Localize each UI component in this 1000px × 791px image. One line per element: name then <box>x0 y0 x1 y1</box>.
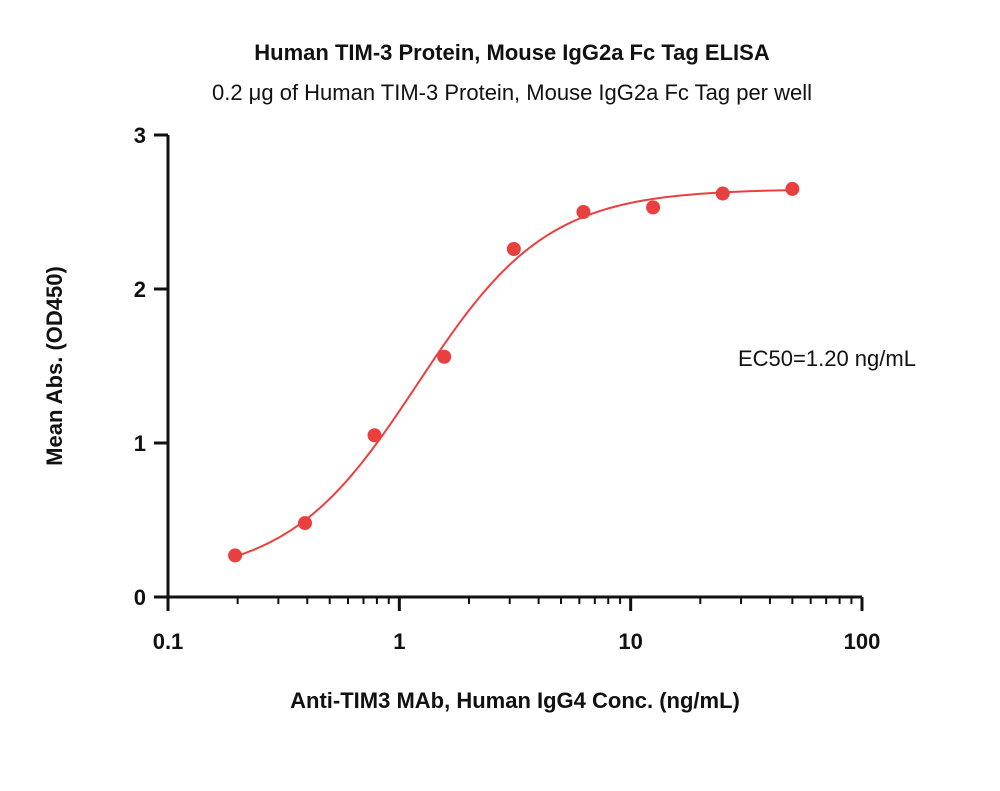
data-points <box>228 181 800 563</box>
x-tick-label: 0.1 <box>153 629 184 654</box>
axes <box>166 135 862 599</box>
data-point <box>367 428 382 443</box>
chart-title: Human TIM-3 Protein, Mouse IgG2a Fc Tag … <box>254 40 770 65</box>
data-point <box>785 181 800 196</box>
data-point <box>228 548 243 563</box>
y-ticks: 0 1 2 3 <box>134 123 168 610</box>
fit-curve <box>234 189 793 558</box>
y-tick-label: 1 <box>134 431 146 456</box>
y-tick-label: 3 <box>134 123 146 148</box>
data-point <box>576 205 591 219</box>
data-point <box>646 200 661 215</box>
data-point <box>506 241 521 256</box>
x-tick-label: 1 <box>393 629 405 654</box>
x-axis-label: Anti-TIM3 MAb, Human IgG4 Conc. (ng/mL) <box>290 688 740 713</box>
y-axis-label: Mean Abs. (OD450) <box>42 266 67 466</box>
x-ticks: 0.1 1 10 100 <box>153 597 881 654</box>
data-point <box>715 186 730 201</box>
y-tick-label: 0 <box>134 585 146 610</box>
x-tick-label: 10 <box>618 629 642 654</box>
x-tick-label: 100 <box>844 629 881 654</box>
y-tick-label: 2 <box>134 277 146 302</box>
ec50-annotation: EC50=1.20 ng/mL <box>738 346 916 371</box>
data-point <box>297 516 312 531</box>
chart-subtitle: 0.2 μg of Human TIM-3 Protein, Mouse IgG… <box>212 80 812 105</box>
data-point <box>437 349 452 364</box>
